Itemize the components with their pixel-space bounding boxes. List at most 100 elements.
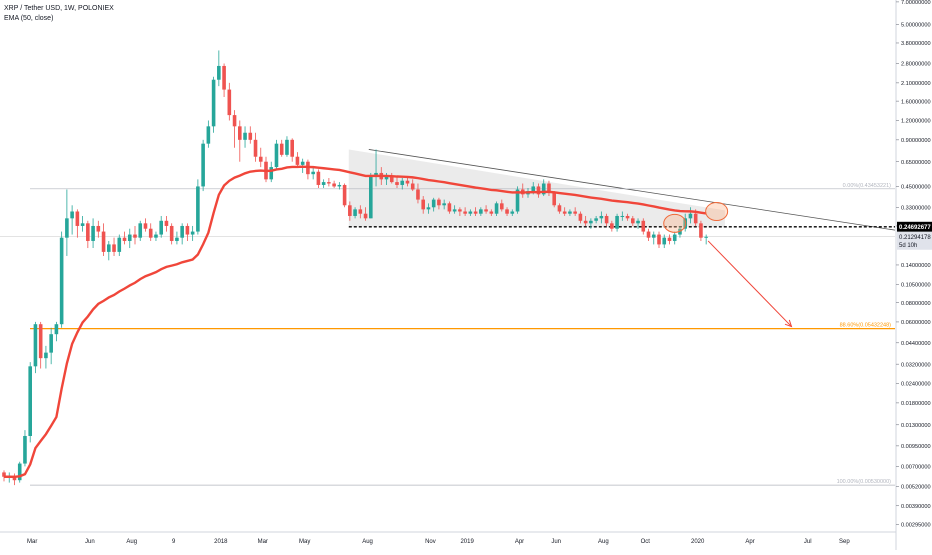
candle-body xyxy=(232,115,237,127)
candle-body xyxy=(421,199,425,210)
candle-body xyxy=(589,220,593,224)
candle-body xyxy=(599,215,604,219)
candle-body xyxy=(28,366,32,436)
candle-body xyxy=(531,186,536,192)
candle-body xyxy=(222,65,226,90)
candle-body xyxy=(122,237,127,241)
candle-body xyxy=(175,237,179,241)
candle-body xyxy=(80,223,85,226)
candle-body xyxy=(358,209,363,214)
candle-body xyxy=(279,143,284,155)
y-tick-label: 0.14000000 xyxy=(901,263,931,269)
current-price-label: 0.24692677 xyxy=(899,225,931,231)
forecast-arrow xyxy=(707,240,792,327)
candle-body xyxy=(290,139,294,157)
candle-body xyxy=(562,211,567,214)
candle-body xyxy=(410,183,415,190)
x-tick-label: Sep xyxy=(839,539,850,545)
candle-body xyxy=(662,237,667,245)
candle-body xyxy=(180,225,184,238)
y-tick-label: 0.65000000 xyxy=(901,160,931,166)
y-tick-label: 0.02400000 xyxy=(901,382,931,388)
candle-body xyxy=(138,223,143,238)
y-tick-label: 0.08000000 xyxy=(901,301,931,307)
candle-body xyxy=(59,237,64,325)
candle-body xyxy=(164,220,169,226)
candle-body xyxy=(316,171,321,185)
candle-body xyxy=(641,220,646,232)
candle-body xyxy=(148,228,153,238)
x-tick-label: Mar xyxy=(27,539,37,545)
x-tick-label: 2019 xyxy=(460,539,474,545)
y-tick-label: 0.00950000 xyxy=(901,444,931,450)
candle-body xyxy=(672,234,677,241)
candle-body xyxy=(159,220,163,235)
candle-body xyxy=(321,182,326,185)
candle-body xyxy=(248,132,253,140)
x-tick-label: 9 xyxy=(172,539,176,545)
candle-body xyxy=(269,167,274,180)
candle-body xyxy=(91,225,95,241)
candle-body xyxy=(604,215,609,224)
y-tick-label: 0.00390000 xyxy=(901,504,931,510)
candle-body xyxy=(515,189,520,212)
y-tick-label: 0.90000000 xyxy=(901,138,931,144)
last-price-label: 0.21294178 xyxy=(899,235,931,241)
candle-layer xyxy=(2,50,708,486)
candle-body xyxy=(154,234,158,238)
candle-body xyxy=(86,223,90,241)
annotation-layer xyxy=(663,201,793,328)
candle-body xyxy=(363,213,368,219)
candle-body xyxy=(143,223,148,229)
candle-body xyxy=(96,225,101,232)
candle-body xyxy=(295,156,300,165)
candle-body xyxy=(426,207,431,210)
fib-label: 100.00%(0.00530000) xyxy=(837,479,892,485)
candle-body xyxy=(552,192,556,206)
trendline xyxy=(368,149,896,231)
candle-body xyxy=(133,234,137,238)
x-tick-label: Apr xyxy=(745,539,754,545)
candle-body xyxy=(458,209,462,212)
candle-body xyxy=(625,215,630,219)
candle-body xyxy=(699,223,703,238)
candle-body xyxy=(620,215,625,217)
candle-body xyxy=(547,183,551,193)
candle-body xyxy=(327,182,331,184)
candle-body xyxy=(169,225,174,241)
circled-region xyxy=(663,213,687,233)
candle-body xyxy=(38,324,43,359)
y-tick-label: 7.00000000 xyxy=(901,0,931,6)
x-tick-label: 2018 xyxy=(214,539,228,545)
candle-body xyxy=(311,171,315,175)
y-tick-label: 0.10500000 xyxy=(901,282,931,288)
candle-body xyxy=(243,132,247,140)
candle-body xyxy=(75,211,80,226)
candle-body xyxy=(190,231,195,235)
x-tick-label: Jul xyxy=(804,539,812,545)
candle-body xyxy=(505,209,509,214)
candle-body xyxy=(65,218,69,238)
x-tick-label: Mar xyxy=(258,539,268,545)
y-tick-label: 0.01800000 xyxy=(901,401,931,407)
candle-body xyxy=(127,234,132,241)
candle-body xyxy=(23,435,27,464)
candle-body xyxy=(573,211,577,214)
candle-body xyxy=(636,220,640,224)
candle-body xyxy=(2,472,6,477)
last-price-box xyxy=(897,231,932,250)
candle-body xyxy=(500,203,504,210)
forecast-arrowhead xyxy=(784,319,793,328)
candle-body xyxy=(657,234,661,245)
candle-body xyxy=(258,156,263,162)
y-tick-label: 0.00700000 xyxy=(901,465,931,471)
candle-body xyxy=(667,237,672,241)
y-tick-label: 0.06000000 xyxy=(901,320,931,326)
current-price-box xyxy=(897,221,932,232)
candle-body xyxy=(631,218,635,224)
candle-body xyxy=(416,189,420,200)
x-tick-label: Oct xyxy=(641,539,651,545)
